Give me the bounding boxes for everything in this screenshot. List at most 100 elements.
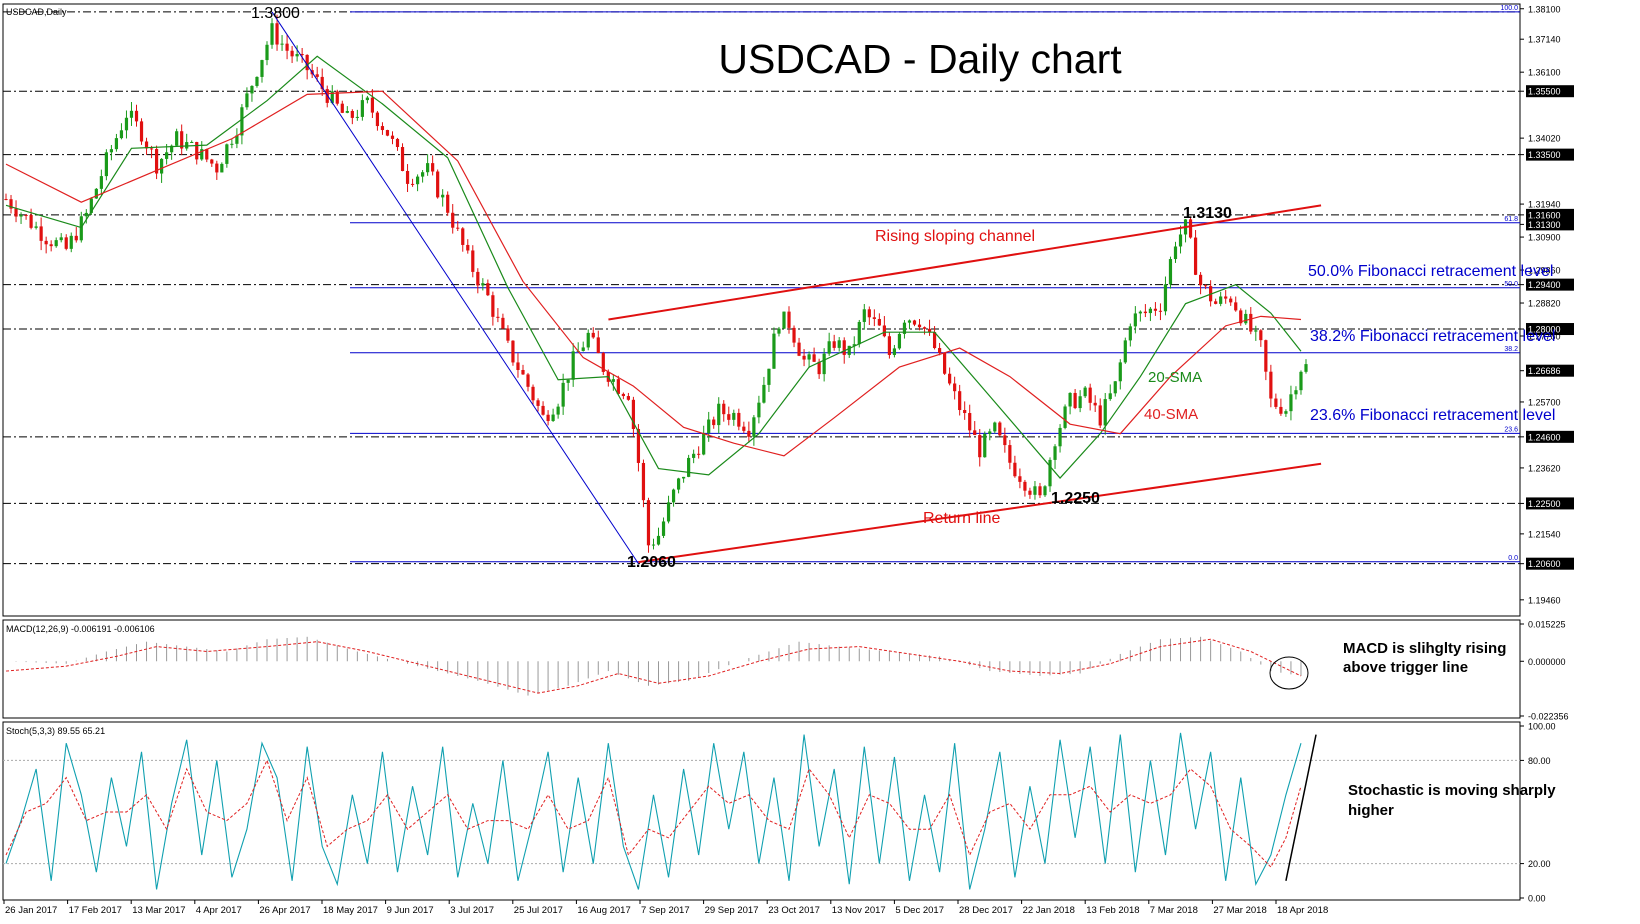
candle-down (1249, 313, 1253, 332)
candle-up (245, 93, 249, 108)
price-tick-label: 1.30900 (1528, 233, 1561, 243)
candle-up (355, 116, 359, 118)
stoch-note-line-1: Stochastic is moving sharply (1348, 782, 1556, 799)
candle-up (611, 379, 615, 382)
candle-down (290, 50, 294, 57)
date-tick-label: 7 Sep 2017 (641, 905, 690, 916)
candle-up (556, 406, 560, 415)
price-tick-label: 1.25700 (1528, 397, 1561, 407)
candle-up (571, 351, 575, 380)
candle-up (129, 110, 134, 118)
candle-down (144, 141, 149, 149)
price-tick-label: 1.34020 (1528, 134, 1561, 144)
candle-up (666, 502, 671, 522)
price-tag-box (1526, 497, 1574, 510)
date-tick-label: 29 Sep 2017 (705, 905, 759, 916)
candle-down (486, 283, 490, 296)
candle-up (119, 130, 124, 139)
candle-down (466, 244, 470, 251)
candle-up (1178, 234, 1183, 247)
channel-lower-line (638, 462, 1322, 564)
price-tag-box (1526, 364, 1574, 377)
candle-up (200, 149, 204, 160)
candle-up (104, 152, 108, 177)
candle-up (772, 333, 776, 369)
candle-up (661, 521, 666, 536)
candle-down (912, 320, 917, 325)
candle-up (1103, 399, 1107, 426)
date-tick-label: 13 Mar 2017 (132, 905, 185, 916)
candle-down (968, 413, 972, 431)
sma40-label: 40-SMA (1144, 406, 1198, 423)
candle-up (99, 176, 103, 189)
candle-down (320, 76, 324, 90)
date-tick-label: 17 Feb 2017 (69, 905, 122, 916)
candle-up (481, 283, 485, 286)
candle-up (330, 91, 334, 103)
candle-up (782, 311, 786, 329)
candle-down (451, 212, 455, 228)
price-tag-text: 1.29400 (1528, 280, 1561, 290)
candle-down (1214, 301, 1218, 304)
candle-up (1083, 387, 1087, 397)
candle-up (897, 333, 902, 349)
macd-tick-label: -0.022356 (1528, 712, 1569, 722)
stoch-note-line-2: higher (1348, 802, 1394, 819)
candle-down (139, 121, 144, 142)
candle-up (1063, 406, 1067, 428)
date-tick-label: 7 Mar 2018 (1150, 905, 1198, 916)
candle-up (682, 476, 686, 479)
price-tag-text: 1.24600 (1528, 432, 1561, 442)
macd-tick-label: 0.015225 (1528, 620, 1566, 630)
date-tick-label: 26 Jan 2017 (5, 905, 57, 916)
macd-signal-line (5, 638, 1302, 694)
candle-up (255, 76, 259, 86)
candle-down (325, 89, 329, 103)
candle-down (1153, 308, 1158, 311)
date-tick-label: 3 Jul 2017 (450, 905, 494, 916)
candle-up (69, 235, 73, 249)
candle-up (1043, 486, 1047, 496)
macd-tick-label: 0.000000 (1528, 657, 1566, 667)
candle-up (1254, 330, 1258, 332)
chart-title: USDCAD - Daily chart (718, 36, 1122, 82)
candle-down (742, 426, 746, 431)
candle-up (732, 412, 736, 420)
candle-up (1068, 392, 1072, 407)
candle-down (149, 148, 154, 150)
candle-down (1188, 219, 1193, 238)
candle-down (953, 383, 957, 392)
candle-down (496, 316, 500, 318)
date-tick-label: 25 Jul 2017 (514, 905, 563, 916)
candle-up (270, 23, 274, 45)
price-tick-label: 1.38100 (1528, 4, 1561, 14)
candle-down (526, 374, 530, 387)
candle-down (973, 430, 977, 436)
date-tick-label: 16 Aug 2017 (577, 905, 630, 916)
date-tick-label: 4 Apr 2017 (196, 905, 242, 916)
candle-down (978, 435, 982, 458)
candle-down (917, 324, 922, 328)
price-tick-label: 1.27780 (1528, 332, 1561, 342)
candle-down (436, 171, 440, 198)
price-tick-label: 1.23620 (1528, 463, 1561, 473)
candle-up (651, 544, 656, 546)
candle-up (124, 117, 129, 131)
candle-up (862, 309, 866, 322)
candle-down (4, 199, 8, 201)
stoch-indicator-label: Stoch(5,3,3) 89.55 65.21 (6, 726, 105, 736)
candle-down (14, 208, 18, 217)
candle-down (626, 396, 630, 400)
candle-down (44, 240, 48, 245)
channel-label: Rising sloping channel (875, 228, 1035, 245)
candle-down (431, 163, 435, 172)
candle-down (601, 353, 605, 372)
candle-up (1244, 313, 1248, 324)
candle-down (792, 327, 796, 343)
candle-up (767, 368, 771, 385)
candle-up (983, 433, 987, 458)
symbol-label: USDCAD,Daily (6, 7, 67, 17)
candle-up (902, 322, 907, 334)
price-tag-box (1526, 85, 1574, 98)
